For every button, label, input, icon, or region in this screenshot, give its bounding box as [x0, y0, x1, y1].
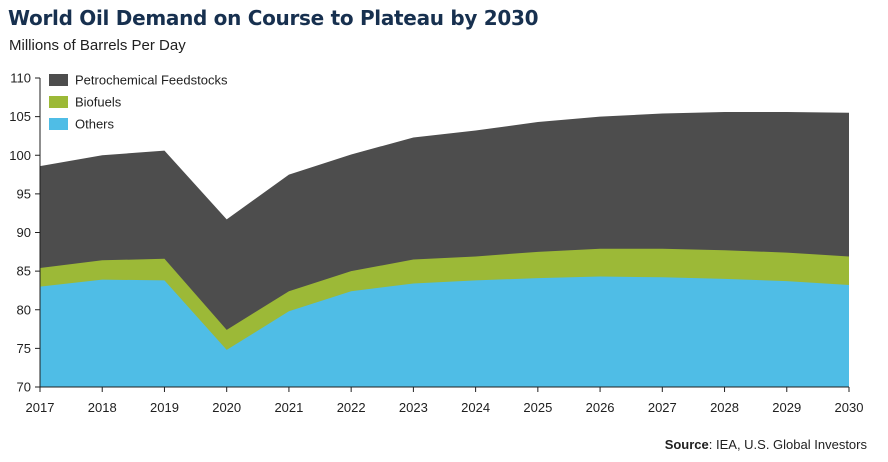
x-tick-label: 2030 — [835, 400, 864, 415]
y-tick-label: 105 — [9, 109, 31, 124]
x-tick-label: 2025 — [523, 400, 552, 415]
x-tick-label: 2021 — [274, 400, 303, 415]
legend: Petrochemical Feedstocks Biofuels Others — [49, 73, 228, 132]
x-tick-label: 2017 — [26, 400, 55, 415]
y-tick-label: 95 — [17, 186, 31, 201]
y-tick-label: 85 — [17, 264, 31, 279]
x-tick-label: 2019 — [150, 400, 179, 415]
x-tick-label: 2027 — [648, 400, 677, 415]
chart-subtitle: Millions of Barrels Per Day — [9, 37, 186, 54]
y-tick-label: 100 — [9, 148, 31, 163]
source-note: Source: IEA, U.S. Global Investors — [665, 437, 867, 452]
y-tick-label: 90 — [17, 225, 31, 240]
x-tick-label: 2028 — [710, 400, 739, 415]
y-tick-label: 110 — [10, 71, 31, 86]
x-axis: 2017 2018 2019 2020 2021 2022 2023 2024 2025 2026… — [26, 386, 864, 415]
x-tick-label: 2022 — [337, 400, 366, 415]
x-tick-label: 2023 — [399, 400, 428, 415]
area-layers — [40, 111, 849, 388]
source-label: Source — [664, 437, 709, 452]
x-tick-label: 2026 — [586, 400, 615, 415]
area-others — [40, 276, 849, 387]
y-tick-label: 70 — [17, 380, 31, 395]
legend-swatch-petrochemical-feedstocks — [49, 74, 68, 86]
legend-label-petrochemical-feedstocks: Petrochemical Feedstocks — [75, 73, 228, 88]
y-tick-label: 80 — [17, 302, 31, 317]
legend-label-biofuels: Biofuels — [75, 95, 122, 110]
x-tick-label: 2029 — [772, 400, 801, 415]
legend-swatch-biofuels — [49, 96, 68, 108]
y-axis: 70 75 80 85 90 95 100 105 110 — [9, 71, 41, 395]
chart-title: World Oil Demand on Course to Plateau by… — [8, 6, 539, 30]
y-tick-label: 75 — [17, 341, 31, 356]
x-tick-label: 2024 — [461, 400, 490, 415]
legend-label-others: Others — [75, 117, 115, 132]
x-tick-label: 2020 — [212, 400, 241, 415]
legend-swatch-others — [49, 118, 68, 130]
x-tick-label: 2018 — [88, 400, 117, 415]
source-text: : IEA, U.S. Global Investors — [708, 437, 867, 452]
